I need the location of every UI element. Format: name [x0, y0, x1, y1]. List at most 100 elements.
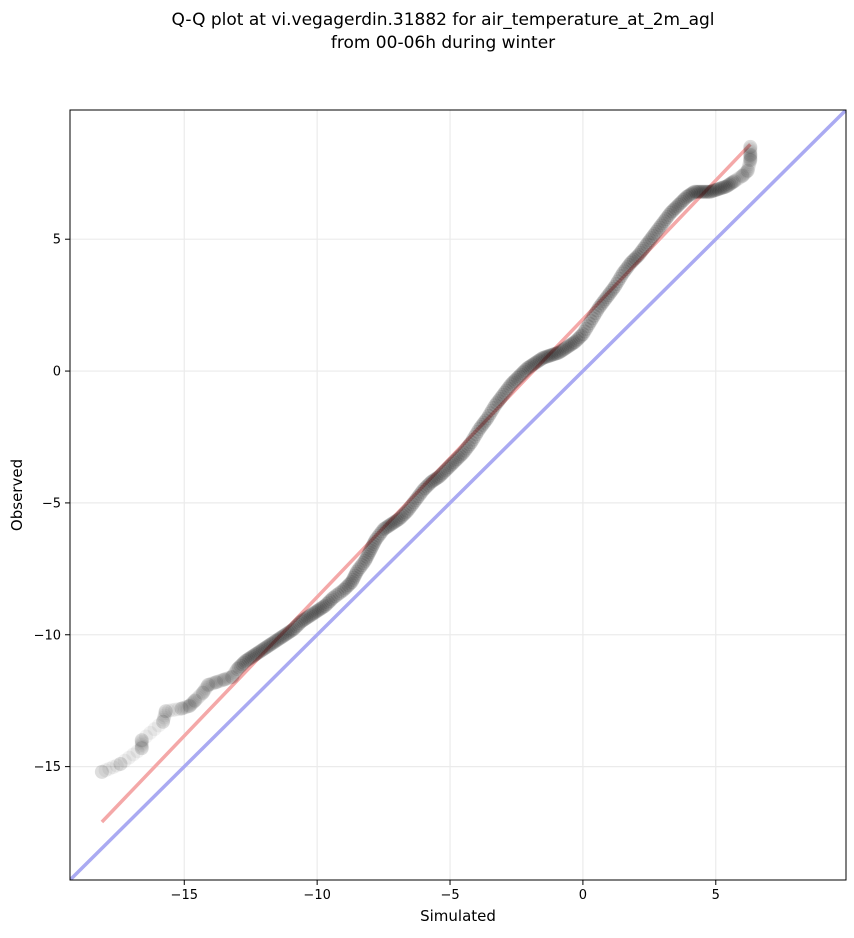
qq-point: [276, 628, 291, 643]
qq-point: [499, 383, 514, 398]
qq-point: [221, 671, 236, 686]
qq-point: [400, 503, 415, 518]
qq-point: [157, 710, 172, 725]
qq-point: [676, 193, 691, 208]
qq-point: [198, 682, 213, 697]
qq-point: [410, 491, 425, 506]
qq-point: [334, 584, 349, 599]
qq-point: [168, 702, 183, 717]
qq-point: [241, 652, 256, 667]
qq-point: [634, 243, 649, 258]
qq-point: [716, 180, 731, 195]
qq-point: [259, 640, 274, 655]
qq-point: [701, 184, 716, 199]
qq-point: [368, 532, 383, 547]
qq-point: [196, 684, 211, 699]
qq-point: [689, 184, 704, 199]
qq-point: [743, 139, 758, 154]
qq-point: [577, 324, 592, 339]
qq-point: [373, 526, 388, 541]
qq-point: [267, 635, 282, 650]
qq-point: [379, 520, 394, 535]
qq-point: [521, 360, 536, 375]
qq-point: [347, 568, 362, 583]
qq-point: [660, 210, 675, 225]
qq-point: [255, 642, 270, 657]
qq-point: [630, 249, 645, 264]
qq-point: [183, 697, 198, 712]
qq-point: [318, 598, 333, 613]
qq-point: [542, 348, 557, 363]
qq-point: [588, 306, 603, 321]
qq-point: [529, 355, 544, 370]
qq-point: [497, 385, 512, 400]
qq-point: [505, 375, 520, 390]
qq-point: [297, 612, 312, 627]
qq-point: [218, 672, 233, 687]
axes-frame: [69, 109, 847, 881]
qq-point: [394, 510, 409, 525]
plot-area: [70, 110, 846, 880]
x-tick-label: −10: [303, 888, 330, 903]
qq-point: [446, 455, 461, 470]
qq-point: [225, 669, 240, 684]
qq-point: [743, 152, 758, 167]
chart-title: Q-Q plot at vi.vegagerdin.31882 for air_…: [171, 10, 714, 30]
qq-point: [362, 545, 377, 560]
qq-point: [504, 377, 519, 392]
qq-point: [700, 184, 715, 199]
qq-point: [321, 595, 336, 610]
qq-point: [625, 254, 640, 269]
qq-point: [397, 506, 412, 521]
qq-point: [623, 255, 638, 270]
qq-point: [567, 335, 582, 350]
qq-point: [507, 374, 522, 389]
qq-point: [743, 144, 758, 159]
qq-point: [449, 452, 464, 467]
qq-point: [523, 359, 538, 374]
qq-point: [674, 194, 689, 209]
qq-point: [454, 447, 469, 462]
qq-point: [457, 443, 472, 458]
qq-point: [252, 644, 267, 659]
qq-point: [462, 437, 477, 452]
qq-point: [359, 551, 374, 566]
qq-point: [106, 760, 121, 775]
qq-point: [204, 676, 219, 691]
qq-point: [302, 609, 317, 624]
qq-point: [184, 696, 199, 711]
qq-point: [735, 168, 750, 183]
qq-point: [228, 665, 243, 680]
qq-point: [233, 658, 248, 673]
qq-point: [361, 547, 376, 562]
qq-point: [739, 164, 754, 179]
qq-point: [271, 631, 286, 646]
qq-point: [502, 379, 517, 394]
qq-point: [339, 579, 354, 594]
qq-point: [515, 366, 530, 381]
chart-subtitle: from 00-06h during winter: [331, 33, 555, 53]
qq-point: [544, 348, 559, 363]
qq-point: [291, 617, 306, 632]
qq-point: [418, 481, 433, 496]
qq-point: [620, 260, 635, 275]
qq-point: [714, 181, 729, 196]
qq-point: [232, 660, 247, 675]
qq-point: [566, 336, 581, 351]
qq-point: [556, 342, 571, 357]
qq-point: [278, 627, 293, 642]
qq-point: [709, 182, 724, 197]
qq-point: [579, 321, 594, 336]
qq-point: [126, 747, 141, 762]
qq-point: [553, 344, 568, 359]
qq-point: [313, 601, 328, 616]
qq-point: [663, 205, 678, 220]
y-tick-label: 0: [53, 365, 61, 380]
qq-point: [343, 576, 358, 591]
qq-point: [572, 330, 587, 345]
qq-point: [319, 597, 334, 612]
qq-point: [740, 163, 755, 178]
qq-point: [284, 623, 299, 638]
qq-point: [212, 674, 227, 689]
